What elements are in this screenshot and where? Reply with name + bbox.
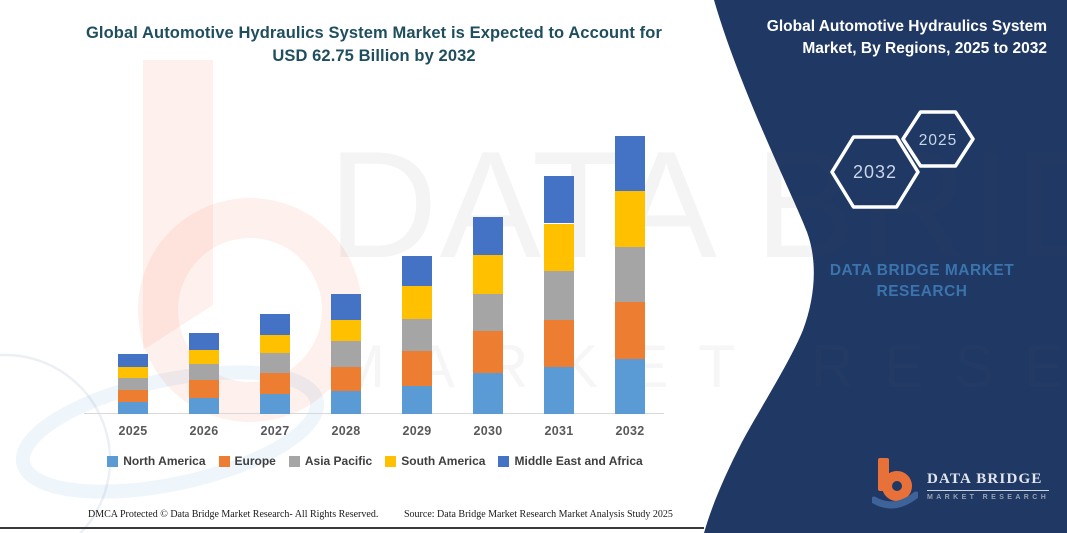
legend-swatch-icon <box>218 455 230 467</box>
bar-segment-2031-europe <box>544 319 574 368</box>
x-axis-label-2028: 2028 <box>331 424 361 438</box>
x-axis-label-2027: 2027 <box>260 424 290 438</box>
bar-segment-2029-north-america <box>402 385 432 414</box>
bar-segment-2026-middle-east-and-africa <box>189 332 219 351</box>
bar-segment-2025-south-america <box>118 367 148 379</box>
bar-segment-2032-europe <box>615 301 645 360</box>
badge-label-2032: 2032 <box>853 162 897 182</box>
chart-legend: North America Europe Asia Pacific South Ame… <box>85 454 665 468</box>
bar-segment-2027-europe <box>260 373 290 395</box>
x-axis-label-2029: 2029 <box>402 424 432 438</box>
bar-segment-2031-north-america <box>544 367 574 414</box>
bar-segment-2027-asia-pacific <box>260 353 290 374</box>
x-axis-line <box>84 413 664 414</box>
bar-segment-2026-europe <box>189 380 219 399</box>
bar-segment-2028-asia-pacific <box>331 340 361 368</box>
bar-segment-2028-middle-east-and-africa <box>331 293 361 320</box>
footer-source: Source: Data Bridge Market Research Mark… <box>404 509 673 520</box>
bar-segment-2029-south-america <box>402 285 432 319</box>
bar-segment-2025-europe <box>118 389 148 403</box>
bar-segment-2026-south-america <box>189 350 219 365</box>
bar-segment-2032-asia-pacific <box>615 246 645 302</box>
watermark-market-research: MARKET RESEARCH <box>335 333 1067 400</box>
legend-swatch-icon <box>107 455 119 467</box>
bar-segment-2028-europe <box>331 367 361 391</box>
bar-segment-2026-north-america <box>189 398 219 414</box>
legend-label: Middle East and Africa <box>514 454 643 468</box>
dbmr-b-icon <box>872 458 918 509</box>
x-axis-label-2026: 2026 <box>189 424 219 438</box>
legend-item-asia-pacific: Asia Pacific <box>288 454 373 468</box>
x-axis-label-2025: 2025 <box>118 424 148 438</box>
bar-segment-2028-north-america <box>331 390 361 414</box>
bar-segment-2032-north-america <box>615 359 645 414</box>
bar-segment-2031-middle-east-and-africa <box>544 176 574 224</box>
legend-label: North America <box>123 454 206 468</box>
x-axis-label-2032: 2032 <box>615 424 645 438</box>
page-title: Global Automotive Hydraulics System Mark… <box>86 24 662 65</box>
bar-segment-2027-south-america <box>260 335 290 354</box>
logo-name: DATA BRIDGE <box>927 471 1050 491</box>
bar-segment-2025-asia-pacific <box>118 378 148 390</box>
x-axis-label-2031: 2031 <box>544 424 574 438</box>
logo-subtitle: MARKET RESEARCH <box>927 494 1050 501</box>
bar-segment-2027-north-america <box>260 394 290 414</box>
bar-segment-2029-europe <box>402 350 432 386</box>
bar-segment-2026-asia-pacific <box>189 364 219 381</box>
bar-segment-2030-europe <box>473 331 503 373</box>
bar-segment-2030-north-america <box>473 372 503 414</box>
x-axis-label-2030: 2030 <box>473 424 503 438</box>
bar-segment-2031-asia-pacific <box>544 270 574 320</box>
bar-segment-2027-middle-east-and-africa <box>260 313 290 336</box>
year-badge-2025: 2025 <box>901 110 975 168</box>
footer-dmca: DMCA Protected © Data Bridge Market Rese… <box>88 509 379 520</box>
legend-swatch-icon <box>498 455 510 467</box>
bar-segment-2029-middle-east-and-africa <box>402 256 432 286</box>
dbmr-logo: DATA BRIDGE MARKET RESEARCH <box>872 458 1050 514</box>
bar-segment-2030-asia-pacific <box>473 293 503 332</box>
legend-label: Europe <box>234 454 276 468</box>
legend-label: Asia Pacific <box>304 454 373 468</box>
panel-title: Global Automotive Hydraulics System Mark… <box>766 18 1047 57</box>
bottom-divider-line <box>0 527 704 529</box>
bar-segment-2030-middle-east-and-africa <box>473 217 503 255</box>
bar-segment-2032-middle-east-and-africa <box>615 136 645 192</box>
badge-label-2025: 2025 <box>919 132 957 149</box>
bar-segment-2032-south-america <box>615 191 645 247</box>
bar-segment-2028-south-america <box>331 319 361 341</box>
legend-item-south-america: South America <box>385 454 485 468</box>
legend-item-north-america: North America <box>107 454 206 468</box>
year-badge-2032: 2032 <box>830 135 920 209</box>
bar-segment-2029-asia-pacific <box>402 318 432 351</box>
legend-swatch-icon <box>288 455 300 467</box>
legend-label: South America <box>401 454 486 468</box>
legend-swatch-icon <box>385 455 397 467</box>
bar-segment-2030-south-america <box>473 254 503 294</box>
legend-item-europe: Europe <box>218 454 276 468</box>
bar-segment-2031-south-america <box>544 223 574 271</box>
brand-watermark-text: DATA BRIDGE MARKET RESEARCH <box>829 262 1015 300</box>
bar-segment-2025-north-america <box>118 402 148 414</box>
legend-item-middle-east-and-africa: Middle East and Africa <box>498 454 643 468</box>
year-badges: 2025 2032 <box>830 110 975 209</box>
bar-segment-2025-middle-east-and-africa <box>118 354 148 368</box>
